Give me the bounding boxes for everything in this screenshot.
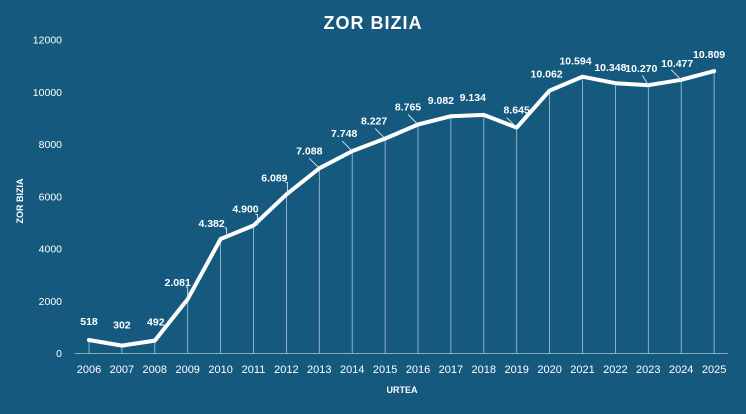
data-label: 8.227 — [361, 116, 387, 128]
label-leader-line — [224, 227, 228, 239]
y-tick-label: 2000 — [39, 296, 63, 308]
label-leader-line — [670, 69, 682, 81]
y-tick-label: 10000 — [33, 87, 62, 99]
x-tick-label: 2021 — [570, 364, 594, 376]
chart-title: ZOR BIZIA — [324, 13, 423, 33]
data-label: 10.477 — [661, 58, 693, 70]
drop-lines — [88, 71, 715, 354]
data-label: 6.089 — [261, 172, 287, 184]
x-tick-label: 2016 — [406, 364, 430, 376]
y-axis: 0 2000 4000 6000 8000 10000 12000 — [33, 35, 62, 361]
data-labels: 518 302 492 2.081 4.382 4.900 6.089 7.088 7.748 8… — [80, 49, 725, 332]
label-leader-line — [285, 181, 288, 195]
data-label: 10.348 — [594, 62, 626, 74]
x-tick-label: 2024 — [669, 364, 693, 376]
x-tick-label: 2006 — [77, 364, 101, 376]
data-label: 518 — [80, 316, 98, 328]
x-axis-title: URTEA — [387, 385, 418, 395]
x-tick-label: 2012 — [274, 364, 298, 376]
label-leader-line — [374, 128, 386, 139]
data-label: 7.088 — [296, 145, 322, 157]
y-axis-title: ZOR BIZIA — [15, 178, 25, 223]
label-leaders — [185, 69, 682, 300]
x-tick-label: 2008 — [143, 364, 167, 376]
data-label: 2.081 — [165, 277, 191, 289]
label-leader-line — [407, 114, 419, 125]
x-tick-label: 2022 — [603, 364, 627, 376]
label-leader-line — [341, 140, 353, 152]
x-tick-label: 2020 — [537, 364, 561, 376]
y-tick-label: 4000 — [39, 244, 63, 256]
data-label: 9.134 — [460, 92, 486, 104]
y-tick-label: 0 — [56, 348, 62, 360]
x-tick-label: 2007 — [110, 364, 134, 376]
x-tick-label: 2010 — [208, 364, 232, 376]
data-label: 4.900 — [232, 204, 258, 216]
data-label: 7.748 — [331, 128, 357, 140]
label-leader-line — [641, 74, 649, 86]
x-tick-label: 2017 — [439, 364, 463, 376]
x-tick-label: 2015 — [373, 364, 397, 376]
y-tick-label: 6000 — [39, 191, 63, 203]
data-label: 9.082 — [428, 95, 454, 107]
label-leader-line — [506, 117, 518, 128]
data-label: 10.594 — [559, 56, 591, 68]
label-leader-line — [185, 286, 189, 300]
data-label: 4.382 — [198, 218, 224, 230]
x-tick-label: 2019 — [504, 364, 528, 376]
x-tick-label: 2018 — [472, 364, 496, 376]
data-label: 10.270 — [625, 63, 657, 75]
label-leader-line — [308, 157, 320, 169]
y-tick-label: 12000 — [33, 35, 62, 47]
data-label: 8.645 — [504, 105, 530, 117]
x-tick-label: 2014 — [340, 364, 364, 376]
label-leader-line — [255, 214, 258, 226]
x-tick-label: 2011 — [242, 364, 266, 376]
series-line — [87, 69, 717, 348]
data-label: 492 — [147, 317, 165, 329]
data-label: 8.765 — [395, 102, 421, 114]
x-tick-label: 2009 — [175, 364, 199, 376]
x-axis: 2006 2007 2008 2009 2010 2011 2012 2013 2014 2015… — [77, 364, 727, 376]
y-tick-label: 8000 — [39, 139, 63, 151]
data-label: 302 — [113, 320, 131, 332]
x-tick-label: 2023 — [636, 364, 660, 376]
data-label: 10.809 — [693, 49, 725, 61]
x-tick-label: 2025 — [702, 364, 726, 376]
x-tick-label: 2013 — [307, 364, 331, 376]
data-label: 10.062 — [531, 69, 563, 81]
